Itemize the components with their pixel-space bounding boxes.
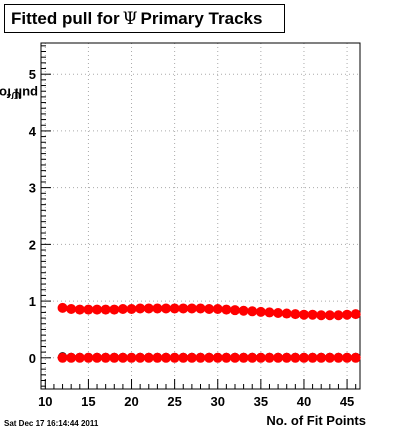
data-point-sigma-fit (92, 304, 103, 315)
data-point-sigma-fit (117, 304, 128, 315)
data-point-mean-fit (221, 352, 232, 363)
data-point-mean-fit (333, 352, 344, 363)
x-tick-label: 15 (81, 394, 95, 409)
data-point-mean-fit (290, 352, 301, 363)
data-point-mean-fit (273, 352, 284, 363)
timestamp: Sat Dec 17 16:14:44 2011 (4, 419, 99, 428)
data-point-mean-fit (298, 352, 309, 363)
data-point-sigma-fit (178, 303, 189, 314)
data-point-sigma-fit (161, 303, 172, 314)
data-point-sigma-fit (212, 304, 223, 315)
data-point-sigma-fit (281, 308, 292, 319)
data-point-sigma-fit (100, 304, 111, 315)
data-point-mean-fit (66, 352, 77, 363)
data-point-mean-fit (117, 352, 128, 363)
chart-title: Fitted pull for Ψ Primary Tracks (4, 4, 285, 33)
data-point-sigma-fit (229, 305, 240, 316)
data-point-mean-fit (100, 352, 111, 363)
chart-title-symbol: Ψ (122, 8, 138, 29)
data-point-sigma-fit (152, 303, 163, 314)
data-point-sigma-fit (324, 310, 335, 321)
data-point-mean-fit (186, 352, 197, 363)
data-point-mean-fit (255, 352, 266, 363)
data-point-sigma-fit (273, 307, 284, 318)
data-point-mean-fit (316, 352, 327, 363)
data-point-sigma-fit (264, 307, 275, 318)
y-tick-label: 5 (29, 67, 36, 82)
data-point-sigma-fit (186, 303, 197, 314)
data-point-mean-fit (143, 352, 154, 363)
data-point-mean-fit (152, 352, 163, 363)
data-point-mean-fit (126, 352, 137, 363)
chart-title-prefix: Fitted pull for (11, 8, 120, 28)
data-point-mean-fit (281, 352, 292, 363)
data-point-sigma-fit (255, 306, 266, 317)
y-tick-label: 0 (29, 351, 36, 366)
data-point-sigma-fit (333, 310, 344, 321)
data-point-mean-fit (350, 352, 361, 363)
data-point-mean-fit (161, 352, 172, 363)
data-point-mean-fit (135, 352, 146, 363)
data-point-mean-fit (342, 352, 353, 363)
data-point-sigma-fit (143, 303, 154, 314)
y-tick-label: 3 (29, 181, 36, 196)
data-point-mean-fit (109, 352, 120, 363)
x-tick-label: 20 (124, 394, 138, 409)
data-point-sigma-fit (126, 304, 137, 315)
data-point-sigma-fit (83, 304, 94, 315)
data-point-mean-fit (204, 352, 215, 363)
data-point-mean-fit (247, 352, 258, 363)
data-point-mean-fit (92, 352, 103, 363)
x-tick-label: 25 (167, 394, 181, 409)
data-point-sigma-fit (66, 304, 77, 315)
data-point-sigma-fit (74, 304, 85, 315)
data-point-mean-fit (195, 352, 206, 363)
data-point-mean-fit (212, 352, 223, 363)
data-point-sigma-fit (298, 309, 309, 320)
data-point-sigma-fit (290, 309, 301, 320)
data-point-sigma-fit (135, 303, 146, 314)
data-point-sigma-fit (221, 304, 232, 315)
data-point-mean-fit (74, 352, 85, 363)
data-point-sigma-fit (169, 303, 180, 314)
chart-title-suffix: Primary Tracks (140, 8, 263, 28)
data-point-sigma-fit (350, 309, 361, 320)
data-point-mean-fit (169, 352, 180, 363)
data-point-sigma-fit (247, 306, 258, 317)
data-point-sigma-fit (204, 304, 215, 315)
x-tick-label: 35 (254, 394, 268, 409)
data-point-sigma-fit (238, 305, 249, 316)
x-tick-label: 10 (38, 394, 52, 409)
x-tick-label: 30 (211, 394, 225, 409)
data-point-sigma-fit (316, 310, 327, 321)
data-point-mean-fit (57, 352, 68, 363)
data-point-sigma-fit (307, 309, 318, 320)
data-point-mean-fit (229, 352, 240, 363)
y-tick-label: 4 (29, 124, 37, 139)
y-tick-label: 2 (29, 237, 36, 252)
x-tick-label: 40 (297, 394, 311, 409)
data-point-sigma-fit (342, 309, 353, 320)
data-point-mean-fit (324, 352, 335, 363)
data-point-sigma-fit (109, 304, 120, 315)
data-point-mean-fit (307, 352, 318, 363)
data-point-mean-fit (238, 352, 249, 363)
data-point-sigma-fit (195, 303, 206, 314)
data-point-sigma-fit (57, 302, 68, 313)
x-axis-label: No. of Fit Points (266, 413, 366, 428)
data-point-mean-fit (83, 352, 94, 363)
x-tick-label: 45 (340, 394, 354, 409)
y-tick-label: 1 (29, 294, 36, 309)
data-point-mean-fit (264, 352, 275, 363)
data-point-mean-fit (178, 352, 189, 363)
